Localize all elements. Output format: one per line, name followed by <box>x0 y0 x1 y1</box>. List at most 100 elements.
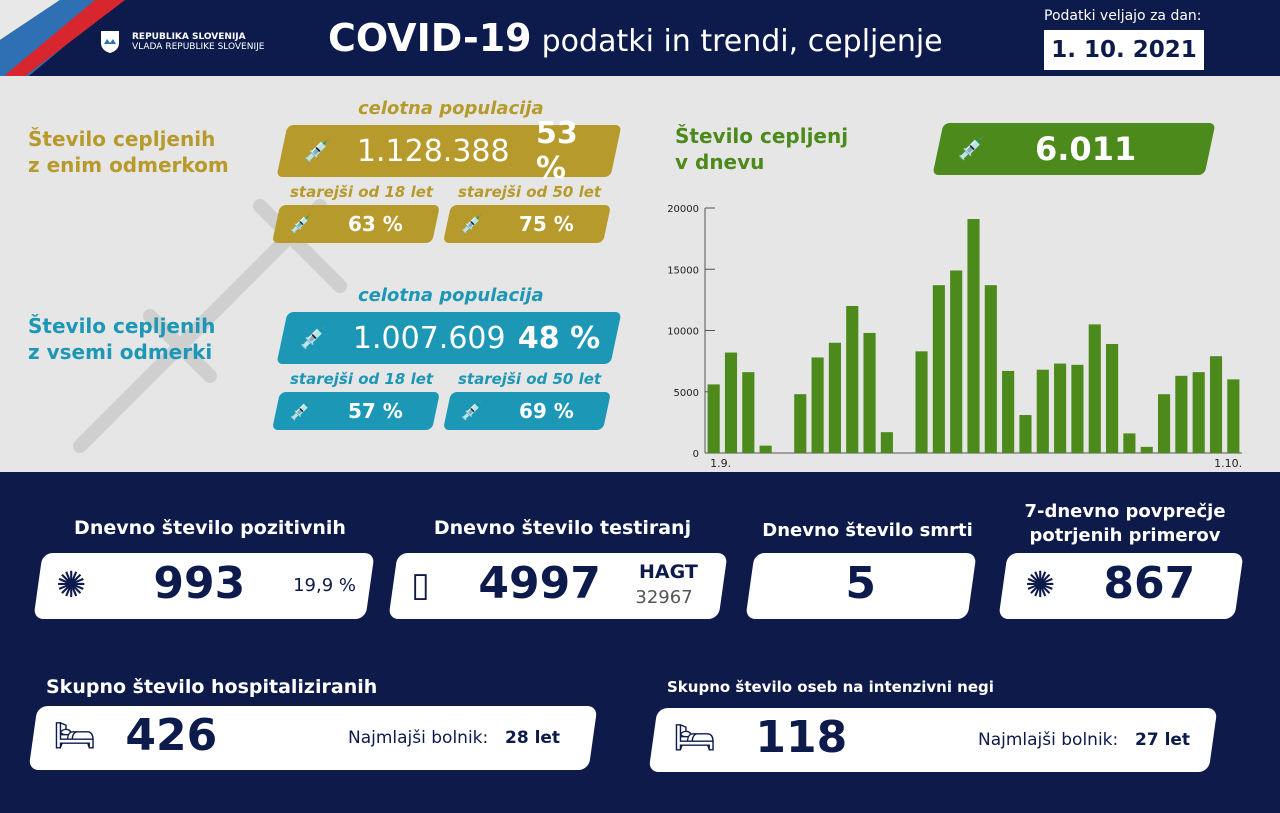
hosp-card: 🛏 426 Najmlajši bolnik: 28 let <box>28 706 598 770</box>
bar-day-16 <box>967 219 980 453</box>
syringe-icon: 💉 <box>958 136 986 162</box>
bar-day-1 <box>707 384 720 453</box>
positive-pct: 19,9 % <box>293 575 356 596</box>
page-title: COVID-19 podatki in trendi, cepljenje <box>328 16 943 60</box>
daily-vacc-title: Število cepljenj v dnevu <box>675 124 849 174</box>
tests-value: 4997 <box>478 558 601 609</box>
bar-day-31 <box>1227 379 1240 453</box>
title-rest: podatki in trendi, cepljenje <box>541 24 943 59</box>
test-kit-icon: ▯ <box>411 565 430 605</box>
bar-day-21 <box>1054 363 1067 453</box>
full-pct: 48 % <box>518 320 601 356</box>
title-bold: COVID-19 <box>328 16 532 60</box>
syringes-icon: 💉 <box>461 400 484 422</box>
bar-day-6 <box>794 394 807 453</box>
full-total: 💉 1.007.609 48 % <box>276 312 622 364</box>
hosp-young-value: 28 let <box>505 728 561 748</box>
vaccination-section: Število cepljenih z enim odmerkom celotna… <box>0 76 1280 472</box>
org-subname: VLADA REPUBLIKE SLOVENIJE <box>132 42 265 52</box>
y-tick-label: 15000 <box>667 265 699 276</box>
one-dose-18-label: starejši od 18 let <box>290 183 434 201</box>
bar-day-17 <box>984 285 997 453</box>
bar-day-11 <box>880 432 893 453</box>
full-50: 💉 69 % <box>442 392 612 430</box>
one-dose-total: 💉 1.128.388 53 % <box>276 116 622 186</box>
bar-day-18 <box>1002 370 1015 453</box>
y-tick-label: 5000 <box>674 388 699 399</box>
bar-day-24 <box>1106 343 1119 453</box>
deaths-value: 5 <box>845 558 876 609</box>
bar-day-20 <box>1036 369 1049 453</box>
x-start-label: 1.9. <box>710 457 731 470</box>
one-dose-title: Število cepljenih z enim odmerkom <box>28 127 229 177</box>
hosp-value: 426 <box>125 710 218 761</box>
syringe-icon: 💉 <box>290 213 313 235</box>
bar-day-25 <box>1123 433 1136 453</box>
virus-icon: ✺ <box>1025 565 1056 606</box>
bar-day-13 <box>915 351 928 453</box>
positive-value: 993 <box>153 558 246 609</box>
y-tick-label: 20000 <box>667 204 699 215</box>
government-logo: REPUBLIKA SLOVENIJA VLADA REPUBLIKE SLOVE… <box>100 30 264 54</box>
x-end-label: 1.10. <box>1214 457 1242 470</box>
bar-day-29 <box>1192 372 1205 453</box>
avg-value: 867 <box>1103 558 1196 609</box>
bar-day-30 <box>1209 356 1223 453</box>
icu-young-label: Najmlajši bolnik: <box>978 730 1119 750</box>
one-dose-pct: 53 % <box>536 116 578 186</box>
avg-card: ✺ 867 <box>998 553 1244 619</box>
bar-day-14 <box>932 285 945 453</box>
hagt-value: 32967 <box>635 587 693 608</box>
full-dose-title: Število cepljenih z vsemi odmerki <box>28 314 216 364</box>
positive-label: Dnevno število pozitivnih <box>74 517 346 539</box>
y-tick-label: 0 <box>693 449 699 460</box>
icu-value: 118 <box>755 712 848 763</box>
icu-young-value: 27 let <box>1135 730 1191 750</box>
org-name: REPUBLIKA SLOVENIJA <box>132 32 246 42</box>
coat-of-arms-icon <box>101 31 119 53</box>
one-dose-18: 💉 63 % <box>271 205 441 243</box>
bar-day-3 <box>742 372 755 453</box>
bar-day-27 <box>1157 394 1171 453</box>
tests-card: ▯ 4997 HAGT 32967 <box>388 553 728 619</box>
virus-icon: ✺ <box>56 565 87 606</box>
y-tick-label: 10000 <box>667 327 699 338</box>
bar-day-7 <box>811 357 824 453</box>
full-18-label: starejši od 18 let <box>290 370 434 388</box>
flag-decoration <box>0 0 125 100</box>
bar-day-15 <box>950 270 963 453</box>
daily-vacc-value-box: 💉 6.011 <box>932 123 1216 175</box>
date-value: 1. 10. 2021 <box>1044 30 1204 70</box>
daily-vaccination-chart: 0 5000 10000 15000 20000 1.9. 1.10. <box>667 204 1242 470</box>
one-dose-50: 💉 75 % <box>442 205 612 243</box>
syringes-icon: 💉 <box>290 400 313 422</box>
syringe-icon: 💉 <box>304 138 332 164</box>
hosp-young-label: Najmlajši bolnik: <box>348 728 489 748</box>
bar-day-2 <box>724 352 738 453</box>
hosp-label: Skupno število hospitaliziranih <box>46 676 378 698</box>
deaths-card: 5 <box>745 553 977 619</box>
bar-day-26 <box>1140 446 1153 453</box>
one-dose-count: 1.128.388 <box>357 133 511 169</box>
full-count: 1.007.609 <box>353 320 507 356</box>
daily-vacc-value: 6.011 <box>1035 130 1137 168</box>
bar-day-19 <box>1019 415 1032 453</box>
deaths-label: Dnevno število smrti <box>762 520 973 541</box>
bar-day-4 <box>759 445 772 453</box>
bar-day-8 <box>828 342 841 453</box>
syringes-icon: 💉 <box>300 325 328 351</box>
one-dose-pop-label: celotna populacija <box>358 98 544 119</box>
full-50-label: starejši od 50 let <box>458 370 602 388</box>
positive-card: ✺ 993 19,9 % <box>33 553 375 619</box>
bar-day-23 <box>1088 324 1101 453</box>
icu-label: Skupno število oseb na intenzivni negi <box>667 678 994 696</box>
bar-day-10 <box>863 332 876 453</box>
full-pop-label: celotna populacija <box>358 285 544 306</box>
bar-day-28 <box>1175 375 1188 453</box>
icu-card: 🛏 118 Najmlajši bolnik: 27 let <box>648 708 1218 772</box>
bar-day-9 <box>846 306 859 453</box>
hagt-label: HAGT <box>638 561 698 583</box>
tests-label: Dnevno število testiranj <box>433 517 692 539</box>
hospital-bed-icon: 🛏 <box>53 716 97 756</box>
bar-day-22 <box>1071 364 1084 453</box>
